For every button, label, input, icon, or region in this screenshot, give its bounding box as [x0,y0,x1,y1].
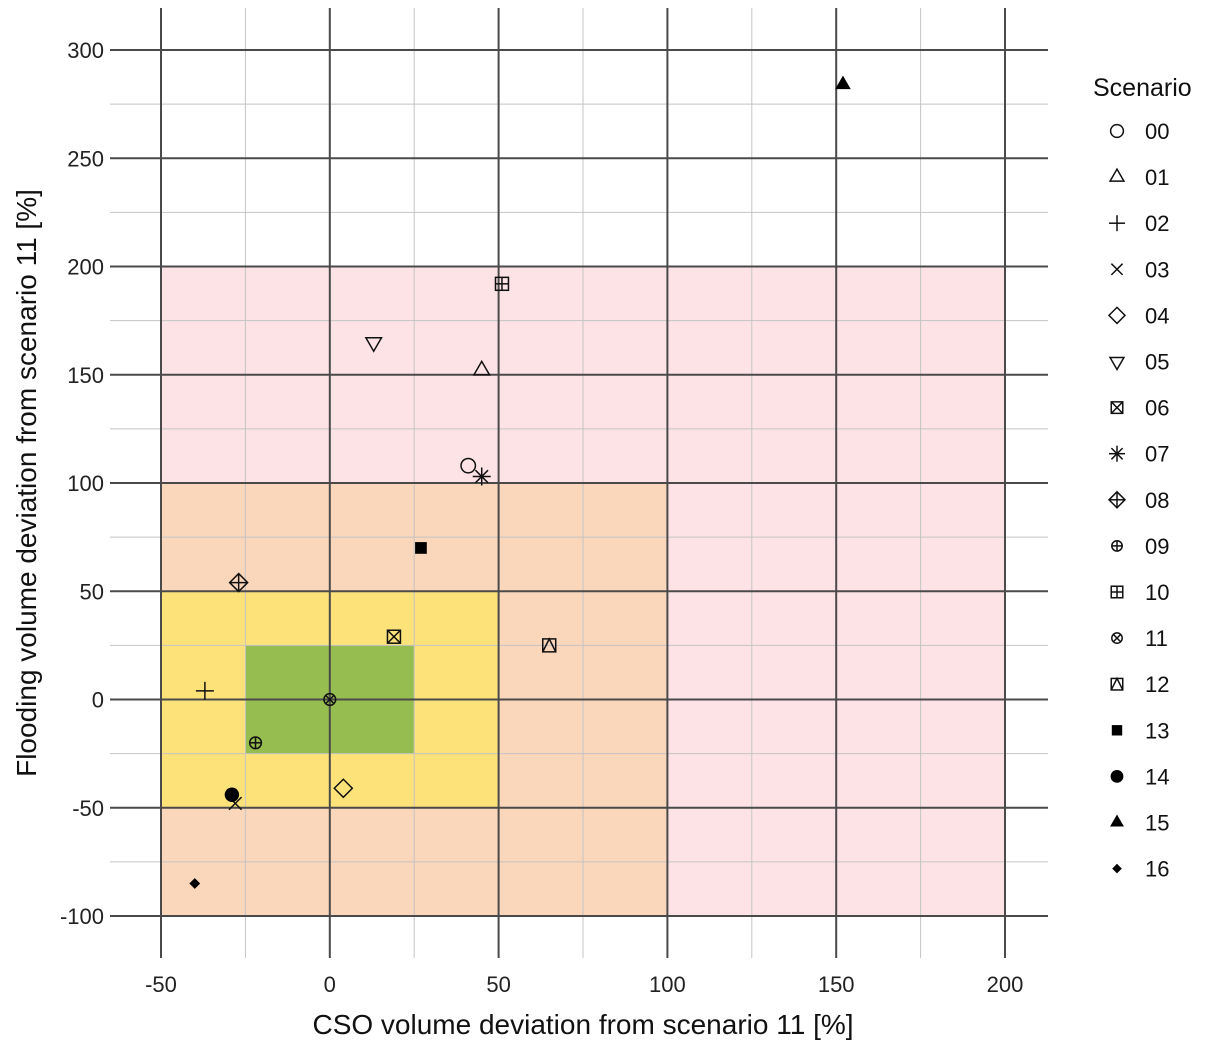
legend-item-06: 06 [1110,396,1169,421]
legend-label-02: 02 [1145,211,1169,236]
legend-marker-04 [1107,306,1127,325]
legend-label-06: 06 [1145,396,1169,421]
x-tick-label: 150 [818,972,855,997]
legend-item-00: 00 [1109,119,1169,144]
x-tick-label: 0 [324,972,336,997]
legend-item-08: 08 [1107,488,1169,513]
legend-item-03: 03 [1110,257,1169,282]
legend-marker-06 [1110,401,1124,415]
legend-label-07: 07 [1145,442,1169,467]
data-point-11 [323,692,337,707]
x-tick-label: 50 [486,972,510,997]
x-tick-label: 200 [987,972,1024,997]
legend-item-12: 12 [1110,672,1169,697]
data-point-10 [494,276,510,292]
legend-label-09: 09 [1145,534,1169,559]
y-tick-label: 200 [67,255,104,280]
data-point-09 [248,736,263,750]
data-point-15 [835,75,851,90]
legend-marker-10 [1110,585,1124,599]
legend-item-15: 15 [1110,811,1169,836]
data-point-14 [224,787,240,802]
y-tick-label: 50 [80,579,104,604]
legend-item-02: 02 [1109,211,1169,236]
y-tick-label: 0 [92,688,104,713]
legend-label-01: 01 [1145,165,1169,190]
legend-item-16: 16 [1112,857,1169,882]
x-tick-label: -50 [145,972,177,997]
legend-label-00: 00 [1145,119,1169,144]
legend-label-14: 14 [1145,764,1169,789]
y-tick-label: 100 [67,471,104,496]
legend-marker-01 [1108,167,1126,182]
legend-marker-03 [1110,263,1124,276]
legend-item-01: 01 [1108,165,1169,190]
y-axis-title: Flooding volume deviation from scenario … [11,189,42,777]
axis-ticks: -50 0 50 100 150 200 -100 -50 0 50 100 150 200 250 300 [60,38,1023,997]
legend-marker-12 [1110,676,1124,691]
legend-marker-02 [1109,215,1125,232]
legend-label-16: 16 [1145,857,1169,882]
legend: 00 01 02 03 04 05 06 07 08 09 10 11 12 13 14 15 16 [1107,119,1169,882]
legend-marker-05 [1108,356,1126,372]
legend-label-15: 15 [1145,811,1169,836]
legend-item-10: 10 [1110,580,1169,605]
y-tick-label: -50 [72,796,104,821]
legend-item-05: 05 [1108,350,1169,375]
data-point-05 [364,337,383,353]
y-tick-label: 150 [67,363,104,388]
legend-label-04: 04 [1145,303,1169,328]
legend-item-13: 13 [1111,718,1169,743]
legend-label-08: 08 [1145,488,1169,513]
data-points [189,75,851,889]
x-tick-label: 100 [649,972,686,997]
legend-marker-11 [1111,632,1123,645]
legend-item-11: 11 [1111,626,1168,651]
data-point-06 [386,629,402,644]
legend-marker-09 [1111,539,1123,552]
legend-marker-07 [1109,445,1125,462]
legend-marker-16 [1112,863,1122,874]
grid-lines [110,8,1048,958]
y-tick-label: -100 [60,904,104,929]
legend-marker-00 [1109,123,1125,139]
legend-marker-15 [1110,814,1124,827]
y-tick-label: 250 [67,146,104,171]
legend-marker-14 [1110,770,1124,783]
legend-label-12: 12 [1145,672,1169,697]
legend-marker-13 [1111,725,1123,736]
legend-item-07: 07 [1109,442,1169,467]
legend-title: Scenario [1093,74,1192,102]
legend-label-05: 05 [1145,350,1169,375]
data-point-08 [228,572,249,593]
legend-item-09: 09 [1111,534,1169,559]
x-axis-title: CSO volume deviation from scenario 11 [%… [312,1009,853,1040]
data-point-04 [333,778,354,799]
legend-item-14: 14 [1110,764,1169,789]
data-point-01 [472,359,491,376]
data-point-12 [542,637,557,653]
y-tick-label: 300 [67,38,104,63]
legend-label-11: 11 [1145,626,1168,651]
data-point-13 [415,542,427,554]
data-point-07 [472,467,491,486]
legend-marker-08 [1107,490,1127,509]
legend-label-03: 03 [1145,257,1169,282]
data-point-16 [189,878,201,889]
legend-label-13: 13 [1145,718,1169,743]
data-point-02 [195,681,214,700]
legend-item-04: 04 [1107,303,1169,328]
legend-label-10: 10 [1145,580,1169,605]
data-point-00 [460,457,477,474]
